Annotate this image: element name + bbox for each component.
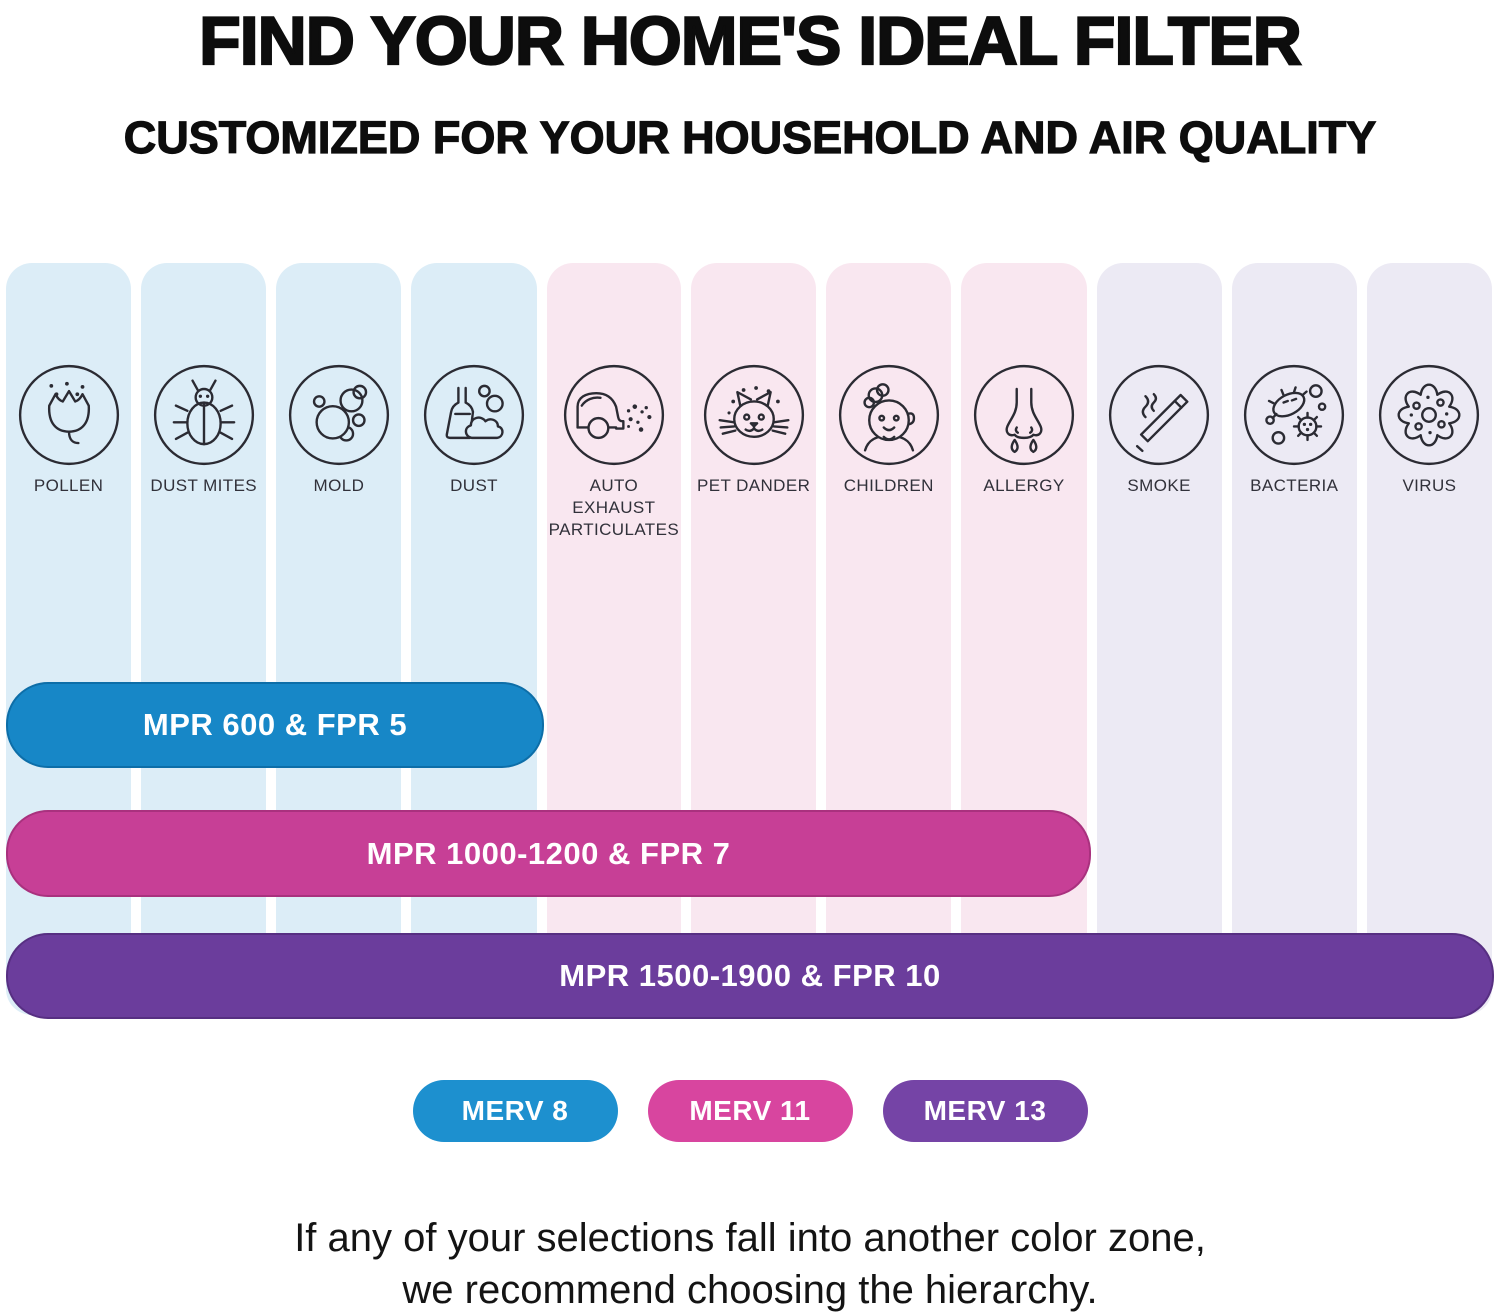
- mold-icon: [287, 363, 391, 467]
- rating-bar-mpr-1000-1200: MPR 1000-1200 & FPR 7: [6, 810, 1091, 897]
- allergy-icon: [972, 363, 1076, 467]
- pollutant-label: POLLEN: [33, 476, 104, 495]
- auto-exhaust-icon: [562, 363, 666, 467]
- pollutant-column-children: CHILDREN: [826, 263, 952, 1015]
- pollutant-column-allergy: ALLERGY: [961, 263, 1087, 1015]
- pollutant-label: AUTO EXHAUST PARTICULATES: [548, 476, 680, 540]
- pollutant-label: DUST: [450, 476, 498, 495]
- pollutant-column-pet-dander: PET DANDER: [691, 263, 817, 1015]
- rating-bar-mpr-1500-1900: MPR 1500-1900 & FPR 10: [6, 933, 1494, 1019]
- pet-dander-icon: [702, 363, 806, 467]
- footnote-text: If any of your selections fall into anot…: [0, 1212, 1500, 1316]
- pollutant-column-bacteria: BACTERIA: [1231, 263, 1357, 1015]
- pollutant-label: ALLERGY: [983, 476, 1065, 495]
- pollutant-label: BACTERIA: [1250, 476, 1339, 495]
- pollutant-column-dust-mites: DUST MITES: [141, 263, 267, 1015]
- pollutant-column-virus: VIRUS: [1366, 263, 1492, 1015]
- page-title: FIND YOUR HOME'S IDEAL FILTER: [198, 2, 1303, 80]
- pollutant-label: PET DANDER: [697, 476, 811, 495]
- merv-badge-label: MERV 13: [923, 1095, 1047, 1126]
- merv-8-badge: MERV 8: [412, 1080, 618, 1142]
- pollen-icon: [17, 363, 121, 467]
- footnote-line-2: we recommend choosing the hierarchy.: [402, 1268, 1098, 1312]
- merv-11-badge: MERV 11: [647, 1080, 853, 1142]
- pollutant-label: VIRUS: [1402, 476, 1457, 495]
- rating-bar-label: MPR 1000-1200 & FPR 7: [366, 835, 731, 871]
- pollutant-column-dust: DUST: [411, 263, 537, 1015]
- pollutant-column-smoke: SMOKE: [1096, 263, 1222, 1015]
- virus-icon: [1377, 363, 1481, 467]
- pollutant-columns: POLLEN DUST MITES: [6, 263, 1492, 1015]
- rating-bar-label: MPR 1500-1900 & FPR 10: [559, 958, 941, 993]
- merv-13-badge: MERV 13: [882, 1080, 1088, 1142]
- dust-mites-icon: [152, 363, 256, 467]
- merv-legend: MERV 8 MERV 11 MERV 13: [0, 1080, 1500, 1142]
- merv-badge-label: MERV 8: [461, 1095, 569, 1126]
- pollutant-column-mold: MOLD: [276, 263, 402, 1015]
- pollutant-column-pollen: POLLEN: [6, 263, 132, 1015]
- pollutant-label: MOLD: [313, 476, 365, 495]
- footnote-line-1: If any of your selections fall into anot…: [294, 1216, 1206, 1260]
- dust-icon: [422, 363, 526, 467]
- pollutant-label: SMOKE: [1127, 476, 1191, 495]
- rating-bar-mpr-600: MPR 600 & FPR 5: [6, 682, 544, 768]
- merv-badge-label: MERV 11: [689, 1095, 811, 1126]
- pollutant-label: DUST MITES: [150, 476, 258, 495]
- rating-bar-label: MPR 600 & FPR 5: [142, 707, 408, 742]
- page-subtitle: CUSTOMIZED FOR YOUR HOUSEHOLD AND AIR QU…: [123, 111, 1377, 163]
- pollutant-column-auto-exhaust: AUTO EXHAUST PARTICULATES: [546, 263, 682, 1015]
- smoke-icon: [1107, 363, 1211, 467]
- children-icon: [837, 363, 941, 467]
- bacteria-icon: [1242, 363, 1346, 467]
- pollutant-label: CHILDREN: [843, 476, 934, 495]
